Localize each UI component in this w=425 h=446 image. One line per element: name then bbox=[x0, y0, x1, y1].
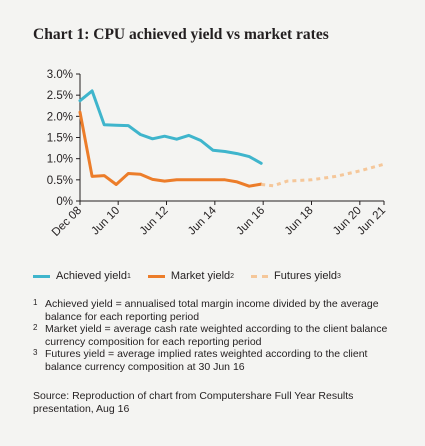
legend-label-achieved: Achieved yield bbox=[56, 270, 127, 282]
footnote-3: 3 Futures yield = average implied rates … bbox=[33, 348, 401, 373]
footnotes: 1 Achieved yield = annualised total marg… bbox=[33, 298, 401, 373]
x-tick-label: Dec 08 bbox=[50, 205, 84, 239]
footnote-3-text: Futures yield = average implied rates we… bbox=[45, 348, 368, 373]
x-tick-label: Jun 18 bbox=[283, 205, 316, 238]
legend-item-market: Market yield 2 bbox=[147, 270, 235, 282]
y-tick-label: 0% bbox=[56, 196, 73, 208]
y-tick-label: 2.0% bbox=[47, 111, 73, 123]
market-yield-line bbox=[78, 110, 263, 188]
y-tick-label: 0.5% bbox=[47, 175, 73, 187]
x-tick-label: Jun 14 bbox=[186, 204, 219, 237]
y-tick-label: 2.5% bbox=[47, 90, 73, 102]
chart-title: Chart 1: CPU achieved yield vs market ra… bbox=[33, 26, 329, 43]
legend-swatch-market bbox=[147, 274, 165, 278]
y-tick-label: 3.0% bbox=[47, 69, 73, 81]
x-tick-label: Jun 16 bbox=[234, 205, 267, 238]
legend-marker-futures: 3 bbox=[337, 272, 341, 280]
y-tick-label: 1.0% bbox=[47, 154, 73, 166]
legend-item-futures: Futures yield 3 bbox=[251, 270, 341, 282]
footnote-3-marker: 3 bbox=[33, 348, 38, 357]
legend-label-market: Market yield bbox=[170, 270, 231, 282]
chart-axes: 0% 0.5% 1.0% 1.5% 2.0% 2.5% 3.0% Dec 08 Jun 10 Ju… bbox=[47, 69, 388, 239]
legend-swatch-futures bbox=[251, 274, 269, 278]
x-tick-label: Jun 10 bbox=[89, 205, 122, 238]
achieved-yield-line bbox=[78, 89, 263, 165]
footnote-1-text: Achieved yield = annualised total margin… bbox=[45, 298, 379, 323]
source-note: Source: Reproduction of chart from Compu… bbox=[33, 390, 354, 415]
legend-marker-market: 2 bbox=[230, 272, 235, 280]
y-tick-label: 1.5% bbox=[47, 133, 73, 145]
footnote-1: 1 Achieved yield = annualised total marg… bbox=[33, 298, 401, 323]
chart-series bbox=[78, 89, 385, 188]
legend-marker-achieved: 1 bbox=[126, 272, 131, 280]
legend-label-futures: Futures yield bbox=[274, 270, 338, 282]
footnote-2-text: Market yield = average cash rate weighte… bbox=[45, 323, 388, 348]
footnote-1-marker: 1 bbox=[33, 298, 38, 307]
x-tick-label: Jun 12 bbox=[138, 205, 171, 238]
line-chart: 0% 0.5% 1.0% 1.5% 2.0% 2.5% 3.0% Dec 08 Jun 10 Ju… bbox=[47, 69, 388, 239]
footnote-2-marker: 2 bbox=[33, 323, 38, 332]
chart-legend: Achieved yield 1 Market yield 2 Futures yi… bbox=[33, 270, 358, 282]
legend-item-achieved: Achieved yield 1 bbox=[33, 270, 131, 282]
footnote-2: 2 Market yield = average cash rate weigh… bbox=[33, 323, 401, 348]
legend-swatch-achieved bbox=[33, 274, 50, 278]
futures-yield-line bbox=[261, 162, 385, 188]
